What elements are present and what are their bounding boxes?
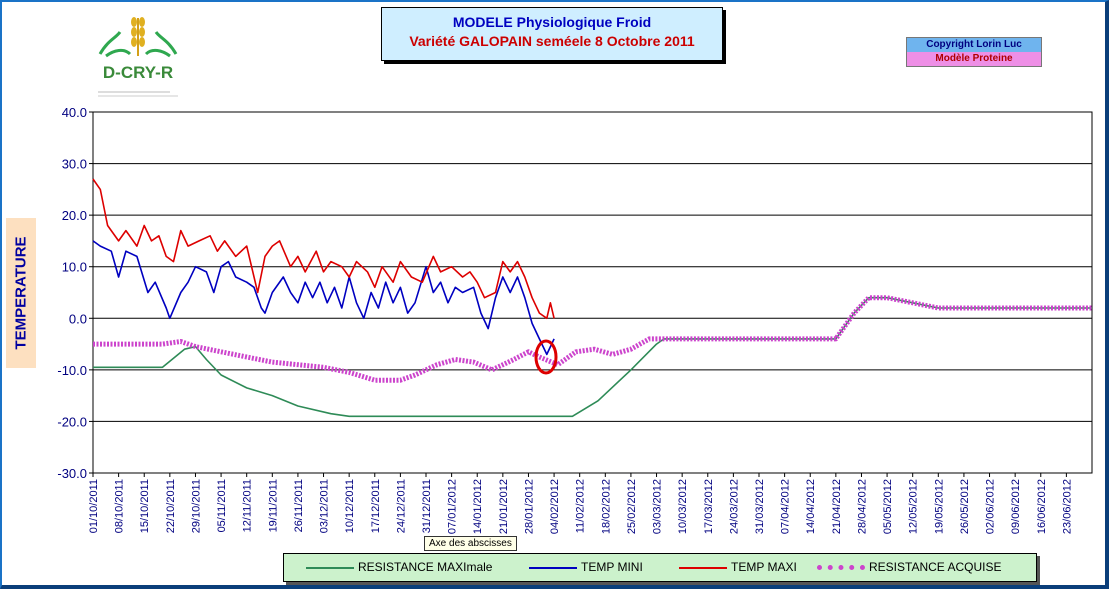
legend-item-temp-mini: TEMP MINI — [529, 560, 643, 576]
legend-label: RESISTANCE MAXImale — [358, 560, 493, 574]
x-tick-label: 14/04/2012 — [805, 479, 817, 534]
x-tick-label: 21/01/2012 — [498, 479, 510, 534]
x-tick-label: 08/10/2011 — [114, 479, 126, 533]
y-tick-label: 0.0 — [69, 311, 87, 326]
legend: RESISTANCE MAXImale TEMP MINI TEMP MAXI … — [283, 553, 1037, 582]
x-tick-label: 18/02/2012 — [600, 479, 612, 534]
x-tick-label: 28/01/2012 — [523, 479, 535, 534]
y-tick-label: 10.0 — [62, 260, 87, 275]
x-tick-label: 05/11/2011 — [216, 479, 228, 532]
x-tick-label: 26/11/2011 — [293, 479, 305, 532]
x-tick-label: 01/10/2011 — [88, 479, 100, 533]
x-tick-label: 09/06/2012 — [1010, 479, 1022, 534]
x-tick-label: 07/04/2012 — [780, 479, 792, 534]
chart-subtitle: Variété GALOPAIN seméele 8 Octobre 2011 — [409, 33, 695, 49]
logo: D-CRY-R — [90, 10, 186, 100]
x-tick-label: 28/04/2012 — [856, 479, 868, 534]
title-box: MODELE Physiologique Froid Variété GALOP… — [381, 7, 723, 61]
series-resistance-acquise — [93, 295, 1092, 383]
x-tick-label: 26/05/2012 — [959, 479, 971, 534]
chart-title: MODELE Physiologique Froid — [452, 14, 652, 30]
y-tick-label: 40.0 — [62, 105, 87, 120]
x-tick-label: 29/10/2011 — [190, 479, 202, 533]
x-tick-label: 03/12/2011 — [319, 479, 331, 533]
legend-item-temp-maxi: TEMP MAXI — [679, 560, 797, 576]
legend-label: RESISTANCE ACQUISE — [869, 560, 1002, 574]
x-tick-label: 12/11/2011 — [242, 479, 254, 532]
x-tick-label: 21/04/2012 — [831, 479, 843, 534]
wheat-hands-icon: D-CRY-R — [98, 17, 178, 97]
legend-label: TEMP MAXI — [731, 560, 797, 574]
plot-area — [92, 111, 1093, 474]
legend-label: TEMP MINI — [581, 560, 643, 574]
x-tick-label: 19/05/2012 — [933, 479, 945, 534]
x-tick-label: 17/03/2012 — [703, 479, 715, 534]
x-tick-label: 11/02/2012 — [575, 479, 587, 533]
x-tick-label: 03/03/2012 — [652, 479, 664, 534]
x-tick-label: 17/12/2011 — [370, 479, 382, 533]
y-axis-label-box — [6, 218, 36, 368]
x-tick-label: 22/10/2011 — [165, 479, 177, 533]
x-tick-label: 24/03/2012 — [728, 479, 740, 534]
legend-item-resistance-max: RESISTANCE MAXImale — [306, 560, 492, 576]
x-tick-label: 10/12/2011 — [344, 479, 356, 533]
x-tick-label: 25/02/2012 — [626, 479, 638, 534]
model-text: Modèle Proteine — [907, 52, 1041, 66]
y-tick-label: 20.0 — [62, 208, 87, 223]
x-tick-label: 16/06/2012 — [1036, 479, 1048, 534]
series-temp-mini — [92, 240, 555, 356]
highlight-circle — [534, 339, 558, 375]
y-tick-label: 30.0 — [62, 157, 87, 172]
x-tick-label: 05/05/2012 — [882, 479, 894, 534]
x-tick-label: 07/01/2012 — [447, 479, 459, 534]
x-tick-label: 14/01/2012 — [472, 479, 484, 534]
x-tick-label: 04/02/2012 — [549, 479, 561, 534]
x-tick-label: 15/10/2011 — [139, 479, 151, 533]
copyright-box: Copyright Lorin Luc Modèle Proteine — [906, 37, 1042, 67]
x-tick-label: 31/12/2011 — [421, 479, 433, 533]
axis-tooltip: Axe des abscisses — [424, 536, 517, 551]
y-tick-label: -20.0 — [57, 414, 87, 429]
x-tick-label: 24/12/2011 — [395, 479, 407, 533]
legend-item-resistance-acquise: RESISTANCE ACQUISE — [817, 560, 1001, 576]
series-temp-maxi — [92, 178, 555, 320]
x-tick-label: 31/03/2012 — [754, 479, 766, 534]
logo-text: D-CRY-R — [103, 63, 173, 82]
x-tick-label: 12/05/2012 — [908, 479, 920, 534]
x-tick-label: 10/03/2012 — [677, 479, 689, 534]
x-tick-label: 19/11/2011 — [267, 479, 279, 532]
y-tick-label: -10.0 — [57, 363, 87, 378]
x-tick-label: 23/06/2012 — [1061, 479, 1073, 534]
y-tick-label: -30.0 — [57, 466, 87, 481]
copyright-text: Copyright Lorin Luc — [907, 38, 1041, 52]
x-tick-label: 02/06/2012 — [985, 479, 997, 534]
